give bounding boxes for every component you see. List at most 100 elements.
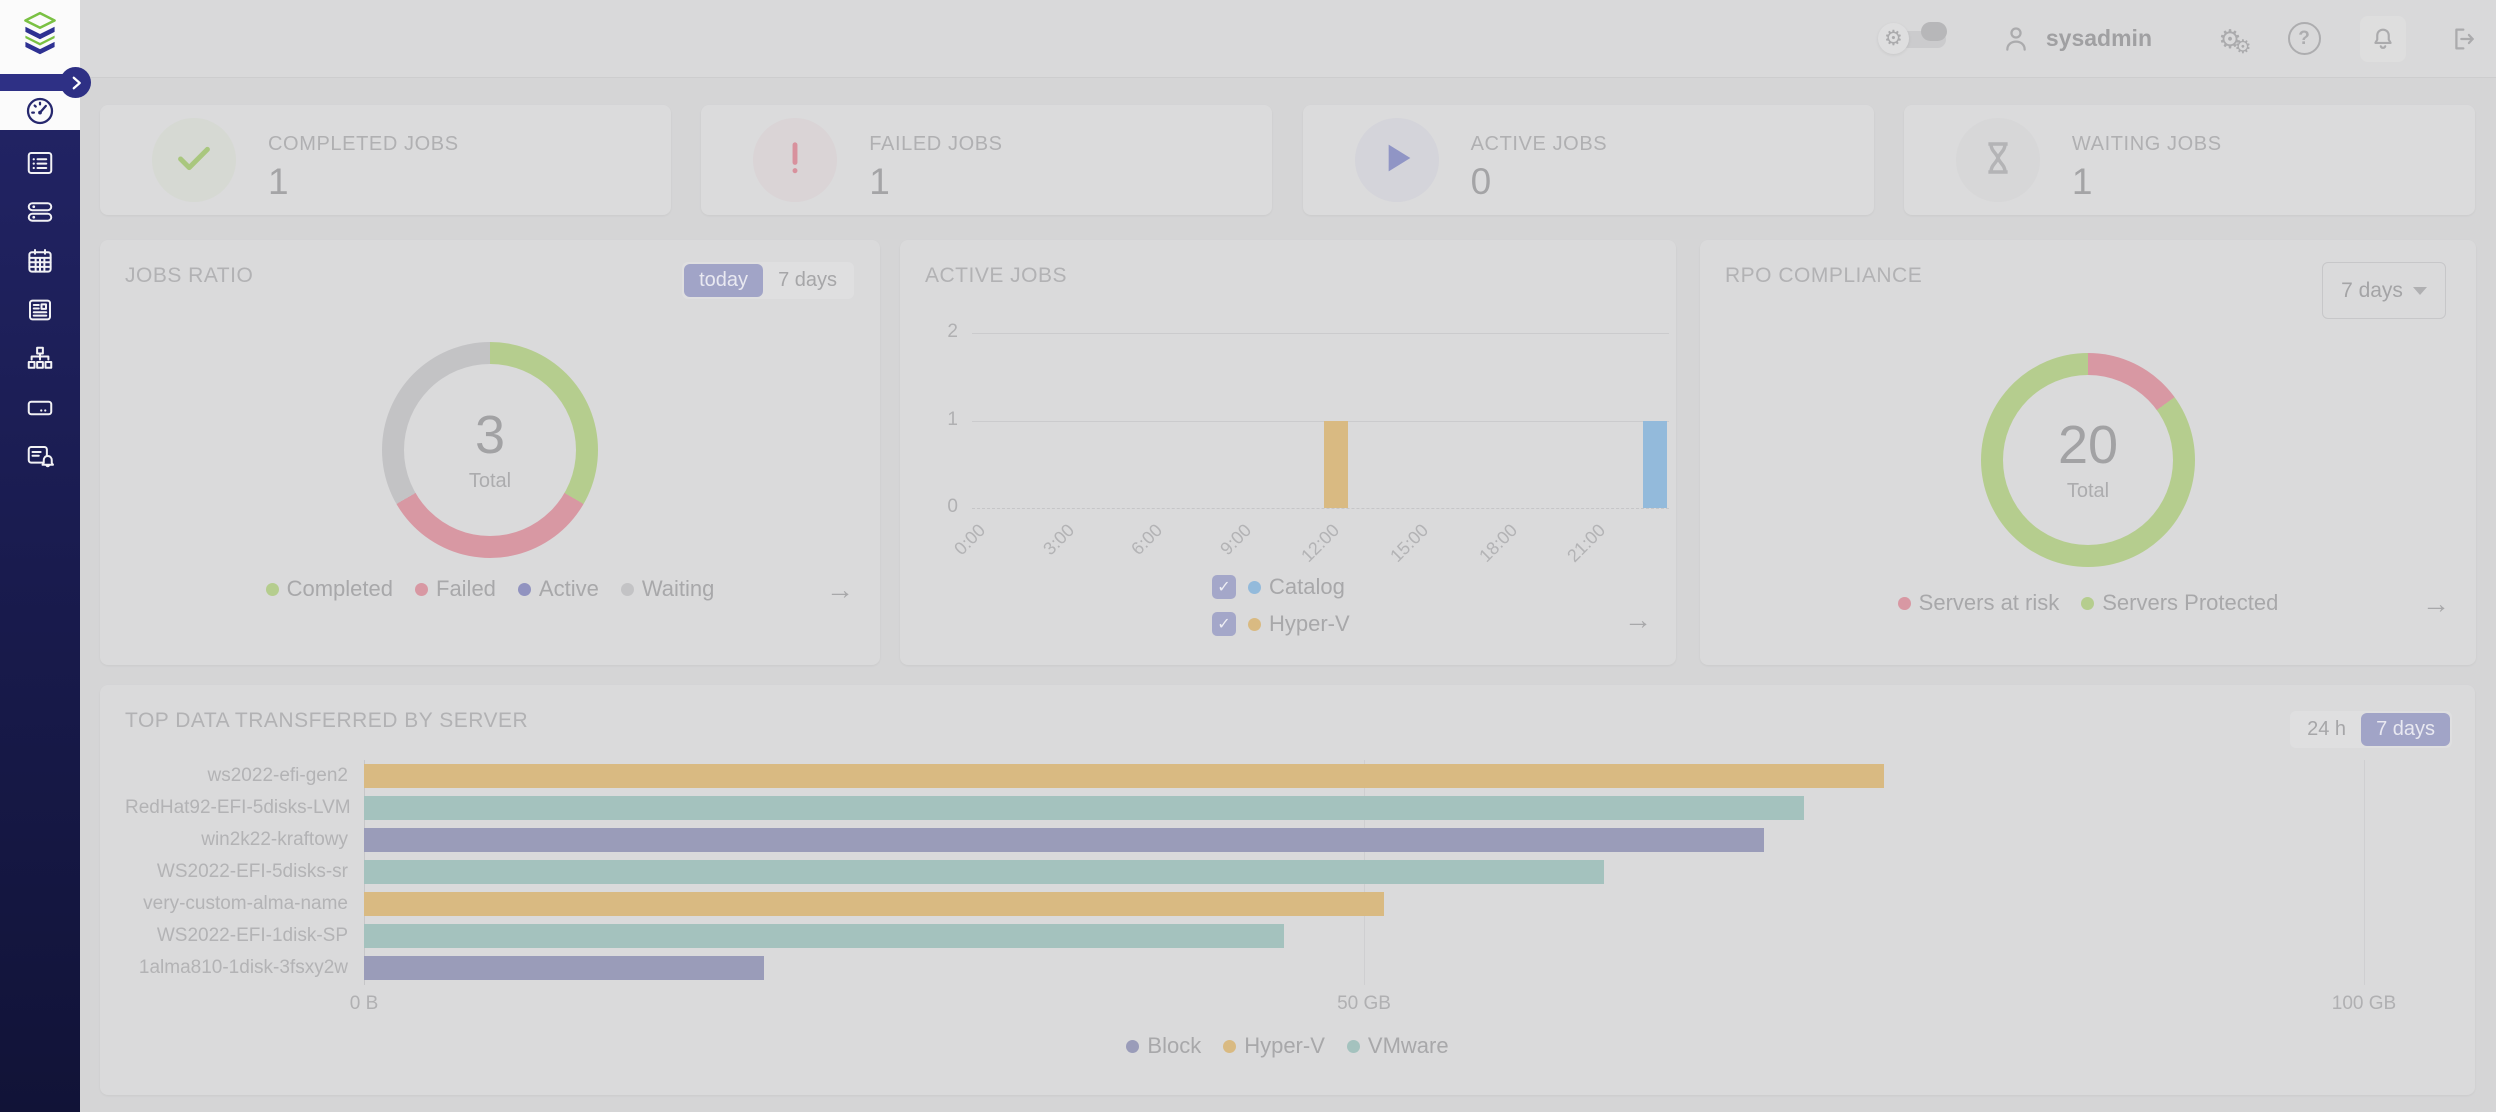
dashboard-gauge-icon bbox=[26, 97, 54, 124]
legend-label: Waiting bbox=[641, 576, 715, 601]
topbar-icons bbox=[2212, 15, 2480, 62]
user-menu[interactable]: sysadmin bbox=[1998, 21, 2152, 57]
stat-card-waiting-jobs[interactable]: WAITING JOBS 1 bbox=[1903, 105, 2475, 215]
24h-button[interactable]: 24 h bbox=[2307, 718, 2347, 740]
sidebar-item-hierarchy[interactable] bbox=[0, 334, 80, 383]
topbar: sysadmin bbox=[80, 0, 2496, 78]
legend-label: Active bbox=[538, 576, 599, 601]
legend-item-hyper-v[interactable]: Hyper-V bbox=[1212, 611, 1350, 637]
stat-card-value: 1 bbox=[268, 161, 289, 202]
x-tick-label: 3:00 bbox=[1038, 520, 1078, 559]
x-tick-label: 18:00 bbox=[1474, 520, 1521, 566]
legend-dot bbox=[517, 582, 531, 596]
rpo-details-arrow[interactable]: → bbox=[2422, 588, 2450, 619]
help-icon[interactable] bbox=[2286, 21, 2322, 57]
legend-dot bbox=[1346, 1039, 1360, 1053]
sidebar-expand-button[interactable] bbox=[60, 67, 91, 98]
sidebar-item-storage[interactable] bbox=[0, 383, 80, 432]
settings-toggle[interactable] bbox=[1877, 21, 1948, 55]
legend-item-catalog[interactable]: Catalog bbox=[1212, 574, 1350, 600]
bar-catalog bbox=[1642, 420, 1667, 508]
x-tick-label: 50 GB bbox=[1337, 993, 1391, 1014]
stat-card-failed-jobs[interactable]: FAILED JOBS 1 bbox=[701, 105, 1273, 215]
sidebar-item-reporting[interactable] bbox=[0, 285, 80, 334]
gridline-x-100 bbox=[2364, 760, 2365, 985]
seven-days-button[interactable]: 7 days bbox=[2361, 713, 2450, 746]
sidebar bbox=[0, 0, 91, 1112]
bar-WS2022-EFI-1disk-SP bbox=[364, 924, 1284, 948]
settings-gears-icon[interactable] bbox=[2212, 21, 2248, 57]
legend-item-waiting: Waiting bbox=[620, 576, 715, 602]
sidebar-item-dashboard[interactable] bbox=[0, 91, 80, 130]
user-icon bbox=[1998, 21, 2034, 57]
legend-checkbox[interactable] bbox=[1212, 612, 1236, 636]
play-icon bbox=[1377, 138, 1417, 183]
instances-icon bbox=[27, 201, 53, 222]
jobs-ratio-donut-chart: 3 Total bbox=[382, 342, 598, 558]
top-data-range-buttons: 24 h 7 days bbox=[2290, 711, 2452, 748]
jobs-ratio-details-arrow[interactable]: → bbox=[826, 574, 854, 605]
toggle-knob[interactable] bbox=[1920, 21, 1947, 41]
seven-days-button[interactable]: 7 days bbox=[778, 269, 837, 291]
sidebar-item-jobs-list[interactable] bbox=[0, 138, 80, 187]
donut-total-label: Total bbox=[468, 469, 512, 492]
stat-card-active-jobs[interactable]: ACTIVE JOBS 0 bbox=[1302, 105, 1874, 215]
x-tick-label: 21:00 bbox=[1563, 520, 1610, 566]
bar-win2k22-kraftowy bbox=[364, 828, 1764, 852]
legend-label: Catalog bbox=[1269, 574, 1345, 599]
legend-item-hyper-v: Hyper-V bbox=[1223, 1033, 1325, 1059]
rpo-range-select[interactable]: 7 days bbox=[2322, 262, 2446, 319]
jobs-ratio-legend: Completed Failed Active Waiting bbox=[100, 576, 880, 602]
gridline-y-2 bbox=[972, 333, 1669, 334]
jobs-ratio-range-buttons: today 7 days bbox=[682, 262, 854, 299]
logout-icon[interactable] bbox=[2444, 21, 2480, 57]
legend-item-failed: Failed bbox=[415, 576, 496, 602]
app-logo stacked-layers-logo[interactable] bbox=[0, 8, 80, 60]
x-tick-label: 100 GB bbox=[2331, 993, 2397, 1014]
calendar-icon bbox=[28, 248, 52, 273]
stat-card-completed-jobs[interactable]: COMPLETED JOBS 1 bbox=[100, 105, 671, 215]
reporting-icon bbox=[29, 299, 51, 320]
legend-label: Servers Protected bbox=[2102, 590, 2279, 615]
legend-checkbox[interactable] bbox=[1212, 575, 1236, 599]
legend-dot bbox=[265, 582, 279, 596]
exclamation-icon bbox=[774, 137, 816, 184]
legend-label: Hyper-V bbox=[1269, 611, 1350, 636]
sidebar-item-calendar[interactable] bbox=[0, 236, 80, 285]
bar-very-custom-alma-name bbox=[364, 892, 1384, 916]
chevron-right-icon bbox=[72, 76, 81, 89]
stat-card-label: WAITING JOBS bbox=[2071, 133, 2222, 155]
server-label: RedHat92-EFI-5disks-LVM bbox=[125, 797, 351, 818]
active-jobs-details-arrow[interactable]: → bbox=[1624, 604, 1652, 635]
sidebar-item-alerts[interactable] bbox=[0, 432, 80, 481]
stat-card-value: 0 bbox=[1470, 161, 1492, 202]
server-label: WS2022-EFI-5disks-sr bbox=[156, 861, 348, 882]
today-button[interactable]: today bbox=[684, 264, 764, 297]
active-jobs-panel: ACTIVE JOBS 2 1 0 0:00 3:00 6:00 9:00 12:00 15:… bbox=[900, 240, 1676, 665]
gear-icon bbox=[1877, 22, 1909, 54]
legend-label: Hyper-V bbox=[1244, 1033, 1325, 1058]
stat-card-label: FAILED JOBS bbox=[869, 133, 1003, 155]
gridline-y-0 bbox=[972, 508, 1669, 509]
legend-dot bbox=[1897, 596, 1911, 610]
hourglass-icon-circle bbox=[1955, 118, 2040, 202]
rpo-donut-chart: 20 Total bbox=[1981, 353, 2195, 567]
legend-item-vmware: VMware bbox=[1346, 1033, 1449, 1059]
legend-dot bbox=[1223, 1039, 1237, 1053]
y-tick-label: 2 bbox=[947, 321, 958, 342]
donut-center: 3 Total bbox=[382, 342, 598, 558]
legend-item-servers-at-risk: Servers at risk bbox=[1897, 590, 2059, 616]
donut-center: 20 Total bbox=[1981, 353, 2195, 567]
storage-icon bbox=[27, 400, 53, 415]
exclamation-icon-circle bbox=[753, 118, 838, 202]
check-icon bbox=[171, 135, 217, 186]
username[interactable]: sysadmin bbox=[2045, 25, 2152, 51]
legend-dot bbox=[620, 582, 634, 596]
donut-total-label: Total bbox=[2066, 479, 2110, 502]
sidebar-item-instances[interactable] bbox=[0, 187, 80, 236]
notifications-bell-icon[interactable] bbox=[2360, 15, 2406, 62]
x-tick-label: 12:00 bbox=[1297, 520, 1344, 566]
active-jobs-legend: Catalog Hyper-V bbox=[1212, 574, 1350, 637]
sidebar-top bbox=[0, 0, 80, 130]
play-icon-circle bbox=[1354, 118, 1439, 202]
